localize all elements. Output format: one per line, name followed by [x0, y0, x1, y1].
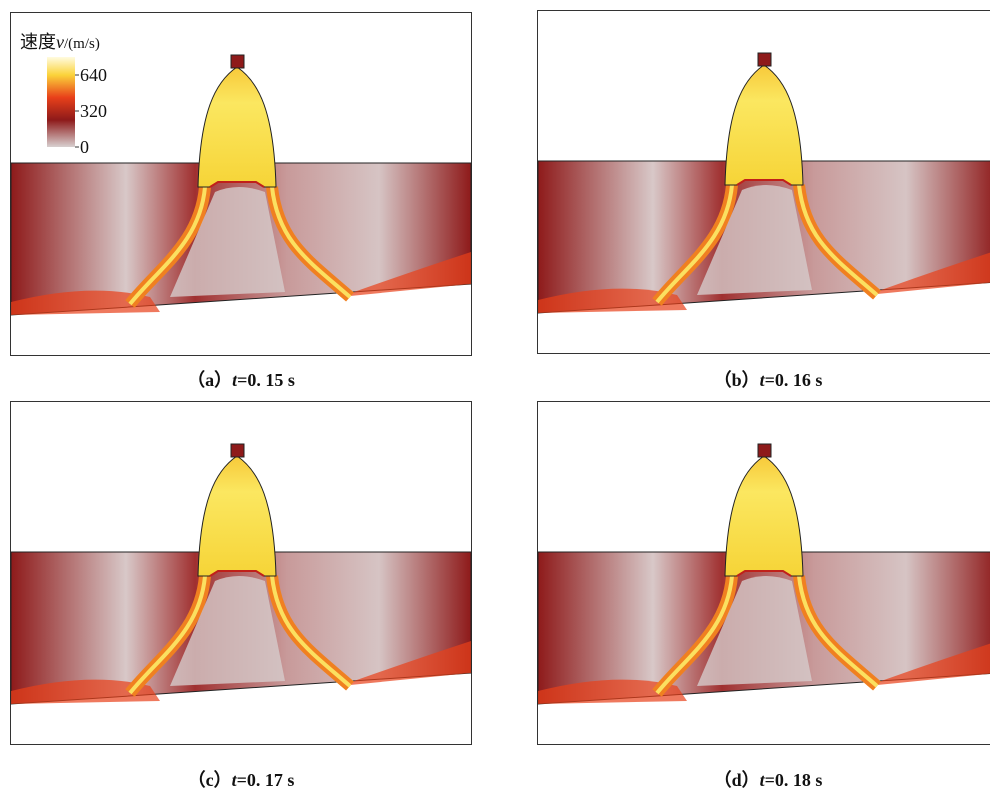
panel-caption: （b）t=0. 16 s — [714, 370, 823, 390]
panel-image — [538, 11, 990, 354]
colorbar-tick-label: 320 — [80, 101, 107, 121]
panel-image — [538, 402, 990, 745]
caption-label: （a） — [187, 370, 232, 390]
panel-caption: （c）t=0. 17 s — [188, 770, 295, 790]
caption-value: =0. 17 s — [237, 770, 295, 790]
panel-image — [11, 402, 472, 745]
caption-value: =0. 16 s — [765, 370, 823, 390]
caption-value: =0. 15 s — [237, 370, 295, 390]
caption-label: （d） — [714, 770, 760, 790]
caption-label: （c） — [188, 770, 232, 790]
caption-label: （b） — [714, 370, 760, 390]
colorbar-tick-label: 0 — [80, 137, 89, 157]
caption-value: =0. 18 s — [765, 770, 823, 790]
colorbar — [47, 57, 75, 147]
panel-image — [11, 13, 472, 356]
panel-caption: （d）t=0. 18 s — [714, 770, 823, 790]
colorbar-tick-label: 640 — [80, 65, 107, 85]
figure: 速度v/(m/s) 6403200（a）t=0. 15 s（b）t=0. 16 … — [0, 0, 990, 796]
panel-caption: （a）t=0. 15 s — [187, 370, 295, 390]
